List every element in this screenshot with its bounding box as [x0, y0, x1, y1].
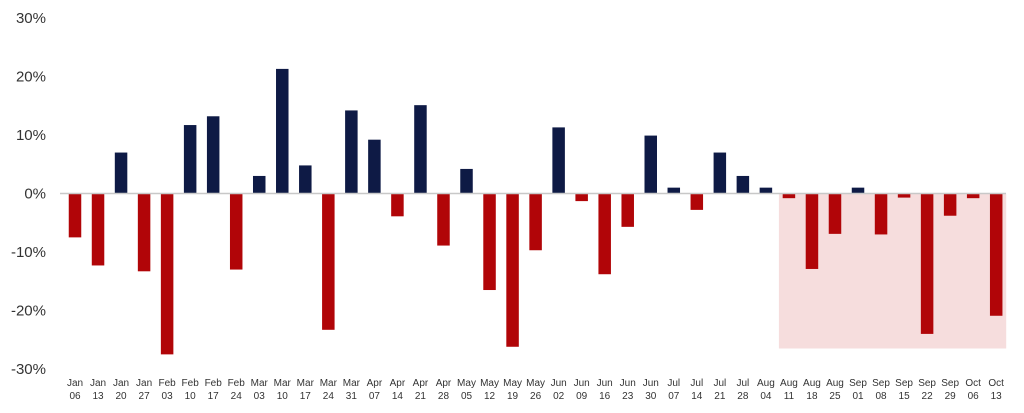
bar-jan-13 [91, 193, 105, 266]
bar-mar-24 [322, 193, 335, 330]
x-tick-label: Aug 04 [757, 378, 775, 402]
bar-feb-17 [206, 116, 220, 194]
x-tick-label: Jan 27 [136, 378, 152, 402]
x-tick-label: Feb 10 [182, 378, 200, 402]
x-tick-label: Oct 13 [988, 378, 1004, 402]
x-tick-label: Jul 28 [736, 378, 749, 402]
bar-apr-28 [437, 193, 450, 246]
bar-sep-22 [920, 193, 934, 334]
bar-apr-21 [414, 105, 427, 194]
x-tick-label: May 19 [503, 378, 522, 402]
bar-aug-04 [759, 187, 773, 194]
bar-sep-29 [943, 193, 957, 216]
bar-feb-03 [160, 193, 174, 355]
bar-apr-07 [368, 139, 381, 194]
x-tick-label: May 12 [480, 378, 499, 402]
bar-jun-16 [598, 193, 611, 275]
bar-jan-27 [137, 193, 151, 272]
bar-oct-13 [989, 193, 1003, 316]
bar-jan-20 [114, 152, 128, 194]
bar-mar-31 [345, 110, 358, 194]
bar-sep-01 [851, 187, 865, 194]
bar-may-05 [460, 168, 473, 194]
bar-aug-25 [828, 193, 842, 234]
x-tick-label: Sep 08 [872, 378, 890, 402]
x-tick-label: Jun 02 [551, 378, 567, 402]
bar-mar-03 [252, 175, 266, 194]
x-tick-label: Jan 20 [113, 378, 129, 402]
x-tick-label: Sep 22 [918, 378, 936, 402]
x-tick-label: Oct 06 [965, 378, 981, 402]
bar-jul-21 [713, 152, 727, 194]
y-tick-label: -10% [11, 244, 46, 261]
x-tick-label: Feb 17 [205, 378, 223, 402]
x-tick-label: Jul 14 [690, 378, 703, 402]
bar-apr-14 [391, 193, 404, 217]
bar-jun-09 [575, 193, 588, 202]
bar-jan-06 [68, 193, 82, 238]
y-tick-label: 20% [16, 69, 46, 86]
bar-jul-28 [736, 175, 750, 194]
y-tick-label: 0% [24, 186, 46, 203]
x-tick-label: Jan 06 [67, 378, 83, 402]
bar-may-19 [506, 193, 519, 347]
bar-oct-06 [966, 193, 980, 199]
x-tick-label: Apr 28 [436, 378, 452, 402]
bar-mar-10 [276, 68, 289, 194]
x-tick-label: Aug 11 [780, 378, 798, 402]
bar-sep-15 [897, 193, 911, 198]
bar-may-12 [483, 193, 496, 291]
bar-aug-18 [805, 193, 819, 269]
bar-jun-02 [552, 127, 565, 194]
bar-jul-14 [690, 193, 704, 210]
y-tick-label: 10% [16, 127, 46, 144]
y-tick-label: -20% [11, 303, 46, 320]
y-tick-label: 30% [16, 10, 46, 27]
x-tick-label: Mar 10 [274, 378, 292, 402]
x-tick-label: Mar 31 [343, 378, 361, 402]
bar-jun-23 [621, 193, 634, 227]
bar-sep-08 [874, 193, 888, 235]
x-tick-label: Jun 23 [620, 378, 636, 402]
x-tick-label: Jun 30 [643, 378, 659, 402]
x-tick-label: Mar 24 [320, 378, 338, 402]
x-tick-label: May 26 [526, 378, 545, 402]
y-tick-label: -30% [11, 361, 46, 378]
bar-may-26 [529, 193, 542, 251]
x-tick-label: Mar 17 [297, 378, 315, 402]
x-tick-label: Mar 03 [251, 378, 269, 402]
x-tick-label: Apr 07 [367, 378, 383, 402]
x-tick-label: Sep 29 [941, 378, 959, 402]
x-tick-label: Sep 15 [895, 378, 913, 402]
x-tick-label: Jan 13 [90, 378, 106, 402]
x-tick-label: Apr 14 [390, 378, 406, 402]
bar-feb-10 [183, 125, 197, 194]
bar-jun-30 [644, 135, 657, 194]
x-tick-label: Jun 16 [597, 378, 613, 402]
bar-aug-11 [782, 193, 796, 199]
x-tick-label: Sep 01 [849, 378, 867, 402]
x-tick-label: Jul 21 [713, 378, 726, 402]
x-tick-label: Aug 18 [803, 378, 821, 402]
x-tick-label: Jul 07 [667, 378, 680, 402]
x-tick-label: Feb 03 [159, 378, 177, 402]
x-tick-label: Apr 21 [413, 378, 429, 402]
bar-mar-17 [299, 165, 312, 194]
x-tick-label: Jun 09 [574, 378, 590, 402]
x-tick-label: May 05 [457, 378, 476, 402]
bar-jul-07 [667, 187, 681, 194]
x-tick-label: Aug 25 [826, 378, 844, 402]
x-tick-label: Feb 24 [228, 378, 246, 402]
bar-feb-24 [229, 193, 243, 270]
